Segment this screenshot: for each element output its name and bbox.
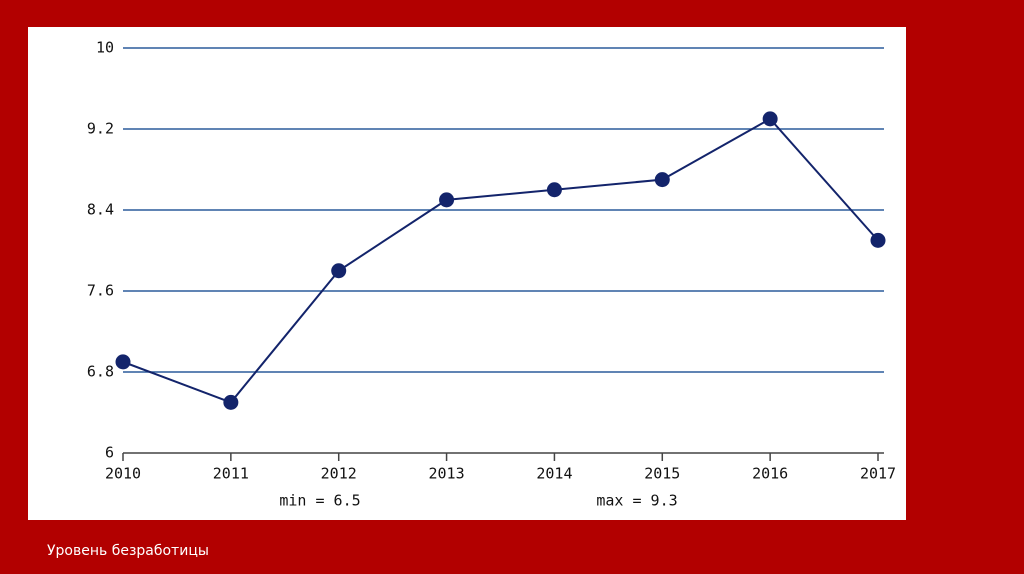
marker: [870, 232, 886, 248]
x-tick-label: 2012: [321, 465, 357, 483]
marker: [654, 172, 670, 188]
y-tick-label: 8.4: [87, 201, 114, 219]
marker: [439, 192, 455, 208]
y-tick-label: 10: [96, 39, 114, 57]
chart-area: [28, 27, 906, 520]
marker: [762, 111, 778, 127]
x-tick-label: 2010: [105, 465, 141, 483]
x-tick-label: 2017: [860, 465, 896, 483]
line: [122, 117, 879, 404]
y-tick-label: 6: [105, 444, 114, 462]
x-tick-label: 2011: [213, 465, 249, 483]
marker: [115, 354, 131, 370]
x-tick-label: 2016: [752, 465, 788, 483]
y-tick-label: 6.8: [87, 363, 114, 381]
caption: Уровень безработицы: [47, 543, 209, 559]
annotation: min = 6.5: [279, 492, 360, 510]
y-tick-label: 9.2: [87, 120, 114, 138]
marker: [331, 263, 347, 279]
y-tick-label: 7.6: [87, 282, 114, 300]
x-tick-label: 2015: [644, 465, 680, 483]
x-tick-label: 2014: [536, 465, 572, 483]
marker: [546, 182, 562, 198]
marker: [223, 394, 239, 410]
annotation: max = 9.3: [596, 492, 677, 510]
x-tick-label: 2013: [429, 465, 465, 483]
